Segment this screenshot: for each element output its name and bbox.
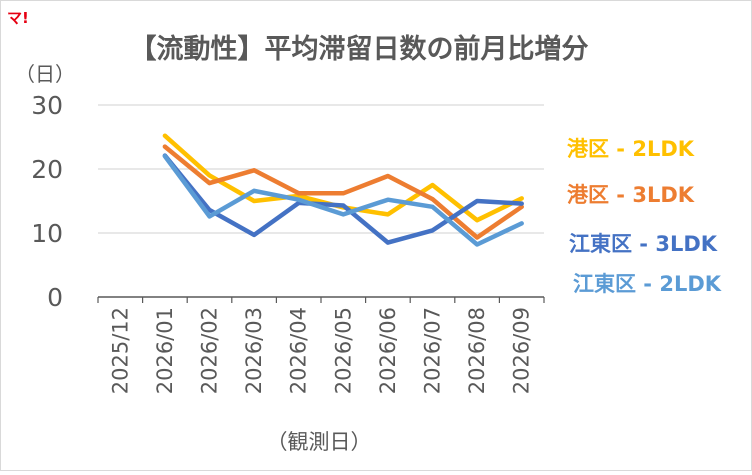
legend-entry: 港区 - 3LDK	[567, 183, 695, 207]
x-tick-label: 2026/08	[465, 307, 489, 394]
x-tick-label: 2026/04	[287, 307, 311, 394]
legend-entry: 江東区 - 2LDK	[573, 272, 722, 296]
legend-entry: 港区 - 2LDK	[567, 137, 695, 161]
x-tick-label: 2026/02	[198, 307, 222, 394]
x-tick-label: 2026/01	[153, 307, 177, 394]
y-axis-label: （日）	[15, 62, 75, 86]
legend-entry: 江東区 - 3LDK	[569, 232, 718, 256]
x-tick-label: 2026/06	[376, 307, 400, 394]
series-line	[162, 144, 524, 240]
x-tick-label: 2026/09	[510, 307, 534, 394]
y-tick-label: 30	[31, 91, 63, 120]
brand-logo: マ!	[7, 9, 29, 27]
y-tick-label: 10	[31, 219, 63, 248]
x-tick-label: 2025/12	[108, 307, 132, 394]
x-tick-label: 2026/07	[421, 307, 445, 394]
x-axis-label: （観測日）	[267, 430, 372, 454]
x-tick-label: 2026/03	[242, 307, 266, 394]
y-tick-label: 0	[47, 283, 63, 312]
x-tick-label: 2026/05	[331, 307, 355, 394]
chart-title: 【流動性】平均滞留日数の前月比増分	[130, 33, 589, 65]
series-line	[162, 153, 524, 247]
y-tick-label: 20	[31, 155, 63, 184]
series-line	[162, 153, 524, 245]
